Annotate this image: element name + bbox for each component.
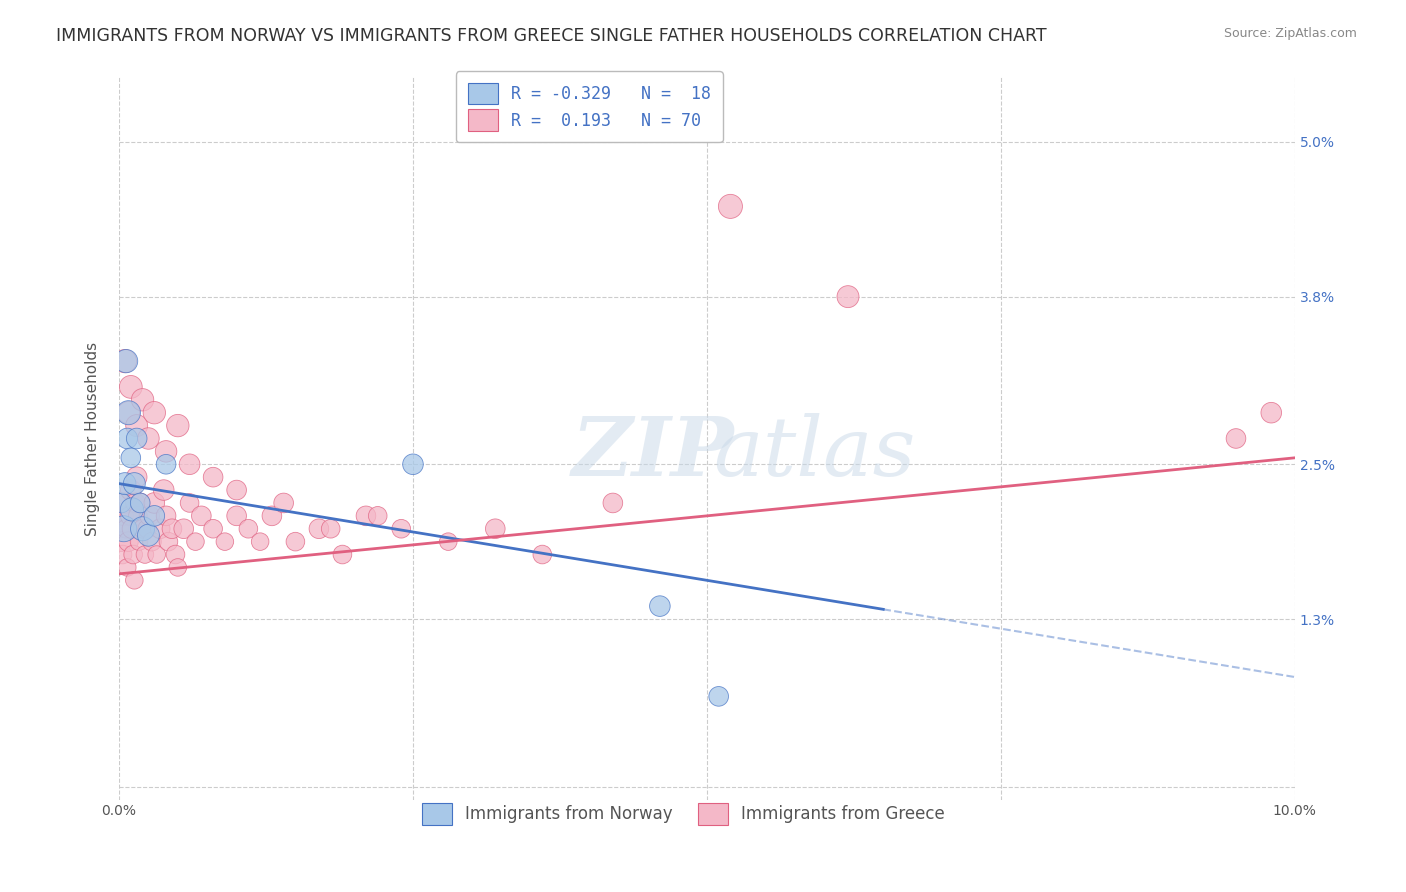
Point bbox=[117, 432, 139, 446]
Point bbox=[110, 522, 132, 536]
Point bbox=[124, 476, 146, 491]
Point bbox=[115, 522, 138, 536]
Point bbox=[131, 522, 153, 536]
Point bbox=[125, 418, 148, 433]
Point bbox=[367, 508, 389, 523]
Point bbox=[136, 522, 159, 536]
Point bbox=[531, 548, 554, 562]
Point bbox=[143, 406, 166, 420]
Point bbox=[131, 522, 153, 536]
Point bbox=[120, 380, 142, 394]
Point bbox=[308, 522, 330, 536]
Text: atlas: atlas bbox=[713, 413, 915, 493]
Point bbox=[122, 548, 145, 562]
Point bbox=[214, 534, 236, 549]
Point bbox=[138, 432, 160, 446]
Point bbox=[111, 548, 134, 562]
Point bbox=[837, 290, 859, 304]
Point bbox=[273, 496, 295, 510]
Legend: Immigrants from Norway, Immigrants from Greece: Immigrants from Norway, Immigrants from … bbox=[412, 793, 955, 835]
Point bbox=[484, 522, 506, 536]
Point bbox=[114, 476, 136, 491]
Point bbox=[225, 483, 247, 497]
Point bbox=[166, 560, 188, 574]
Point bbox=[437, 534, 460, 549]
Text: Source: ZipAtlas.com: Source: ZipAtlas.com bbox=[1223, 27, 1357, 40]
Point bbox=[110, 534, 132, 549]
Point bbox=[125, 470, 148, 484]
Point bbox=[129, 496, 152, 510]
Point bbox=[179, 457, 201, 471]
Point bbox=[707, 690, 730, 704]
Point bbox=[152, 483, 174, 497]
Point bbox=[117, 534, 139, 549]
Point bbox=[131, 392, 153, 407]
Point bbox=[120, 450, 142, 465]
Point bbox=[202, 522, 225, 536]
Point bbox=[114, 496, 136, 510]
Text: ZIP: ZIP bbox=[572, 413, 734, 493]
Point bbox=[720, 199, 742, 213]
Point bbox=[143, 496, 166, 510]
Point bbox=[179, 496, 201, 510]
Point bbox=[332, 548, 354, 562]
Point bbox=[202, 470, 225, 484]
Point bbox=[354, 508, 377, 523]
Point bbox=[117, 406, 139, 420]
Point bbox=[155, 444, 177, 458]
Point bbox=[138, 528, 160, 542]
Point bbox=[238, 522, 260, 536]
Y-axis label: Single Father Households: Single Father Households bbox=[86, 342, 100, 535]
Point bbox=[190, 508, 212, 523]
Point bbox=[184, 534, 207, 549]
Point bbox=[112, 508, 135, 523]
Point bbox=[124, 496, 146, 510]
Point bbox=[260, 508, 283, 523]
Point bbox=[121, 522, 143, 536]
Point bbox=[110, 496, 132, 510]
Point bbox=[402, 457, 425, 471]
Point bbox=[284, 534, 307, 549]
Point bbox=[143, 508, 166, 523]
Point bbox=[118, 508, 141, 523]
Point bbox=[149, 522, 172, 536]
Point bbox=[129, 496, 152, 510]
Point bbox=[138, 508, 160, 523]
Point bbox=[128, 534, 150, 549]
Point bbox=[1260, 406, 1282, 420]
Point bbox=[165, 548, 187, 562]
Point bbox=[155, 457, 177, 471]
Point bbox=[166, 418, 188, 433]
Point bbox=[225, 508, 247, 523]
Point bbox=[114, 354, 136, 368]
Point bbox=[120, 483, 142, 497]
Point bbox=[1225, 432, 1247, 446]
Point bbox=[157, 534, 180, 549]
Text: IMMIGRANTS FROM NORWAY VS IMMIGRANTS FROM GREECE SINGLE FATHER HOUSEHOLDS CORREL: IMMIGRANTS FROM NORWAY VS IMMIGRANTS FRO… bbox=[56, 27, 1047, 45]
Point bbox=[648, 599, 671, 613]
Point bbox=[127, 508, 149, 523]
Point bbox=[145, 548, 167, 562]
Point bbox=[173, 522, 195, 536]
Point bbox=[117, 406, 139, 420]
Point bbox=[141, 534, 163, 549]
Point bbox=[134, 548, 156, 562]
Point bbox=[115, 354, 138, 368]
Point bbox=[155, 508, 177, 523]
Point bbox=[125, 432, 148, 446]
Point bbox=[124, 574, 146, 588]
Point bbox=[112, 522, 135, 536]
Point bbox=[117, 560, 139, 574]
Point bbox=[160, 522, 183, 536]
Point bbox=[121, 502, 143, 516]
Point bbox=[389, 522, 412, 536]
Point bbox=[249, 534, 271, 549]
Point bbox=[602, 496, 624, 510]
Point bbox=[319, 522, 342, 536]
